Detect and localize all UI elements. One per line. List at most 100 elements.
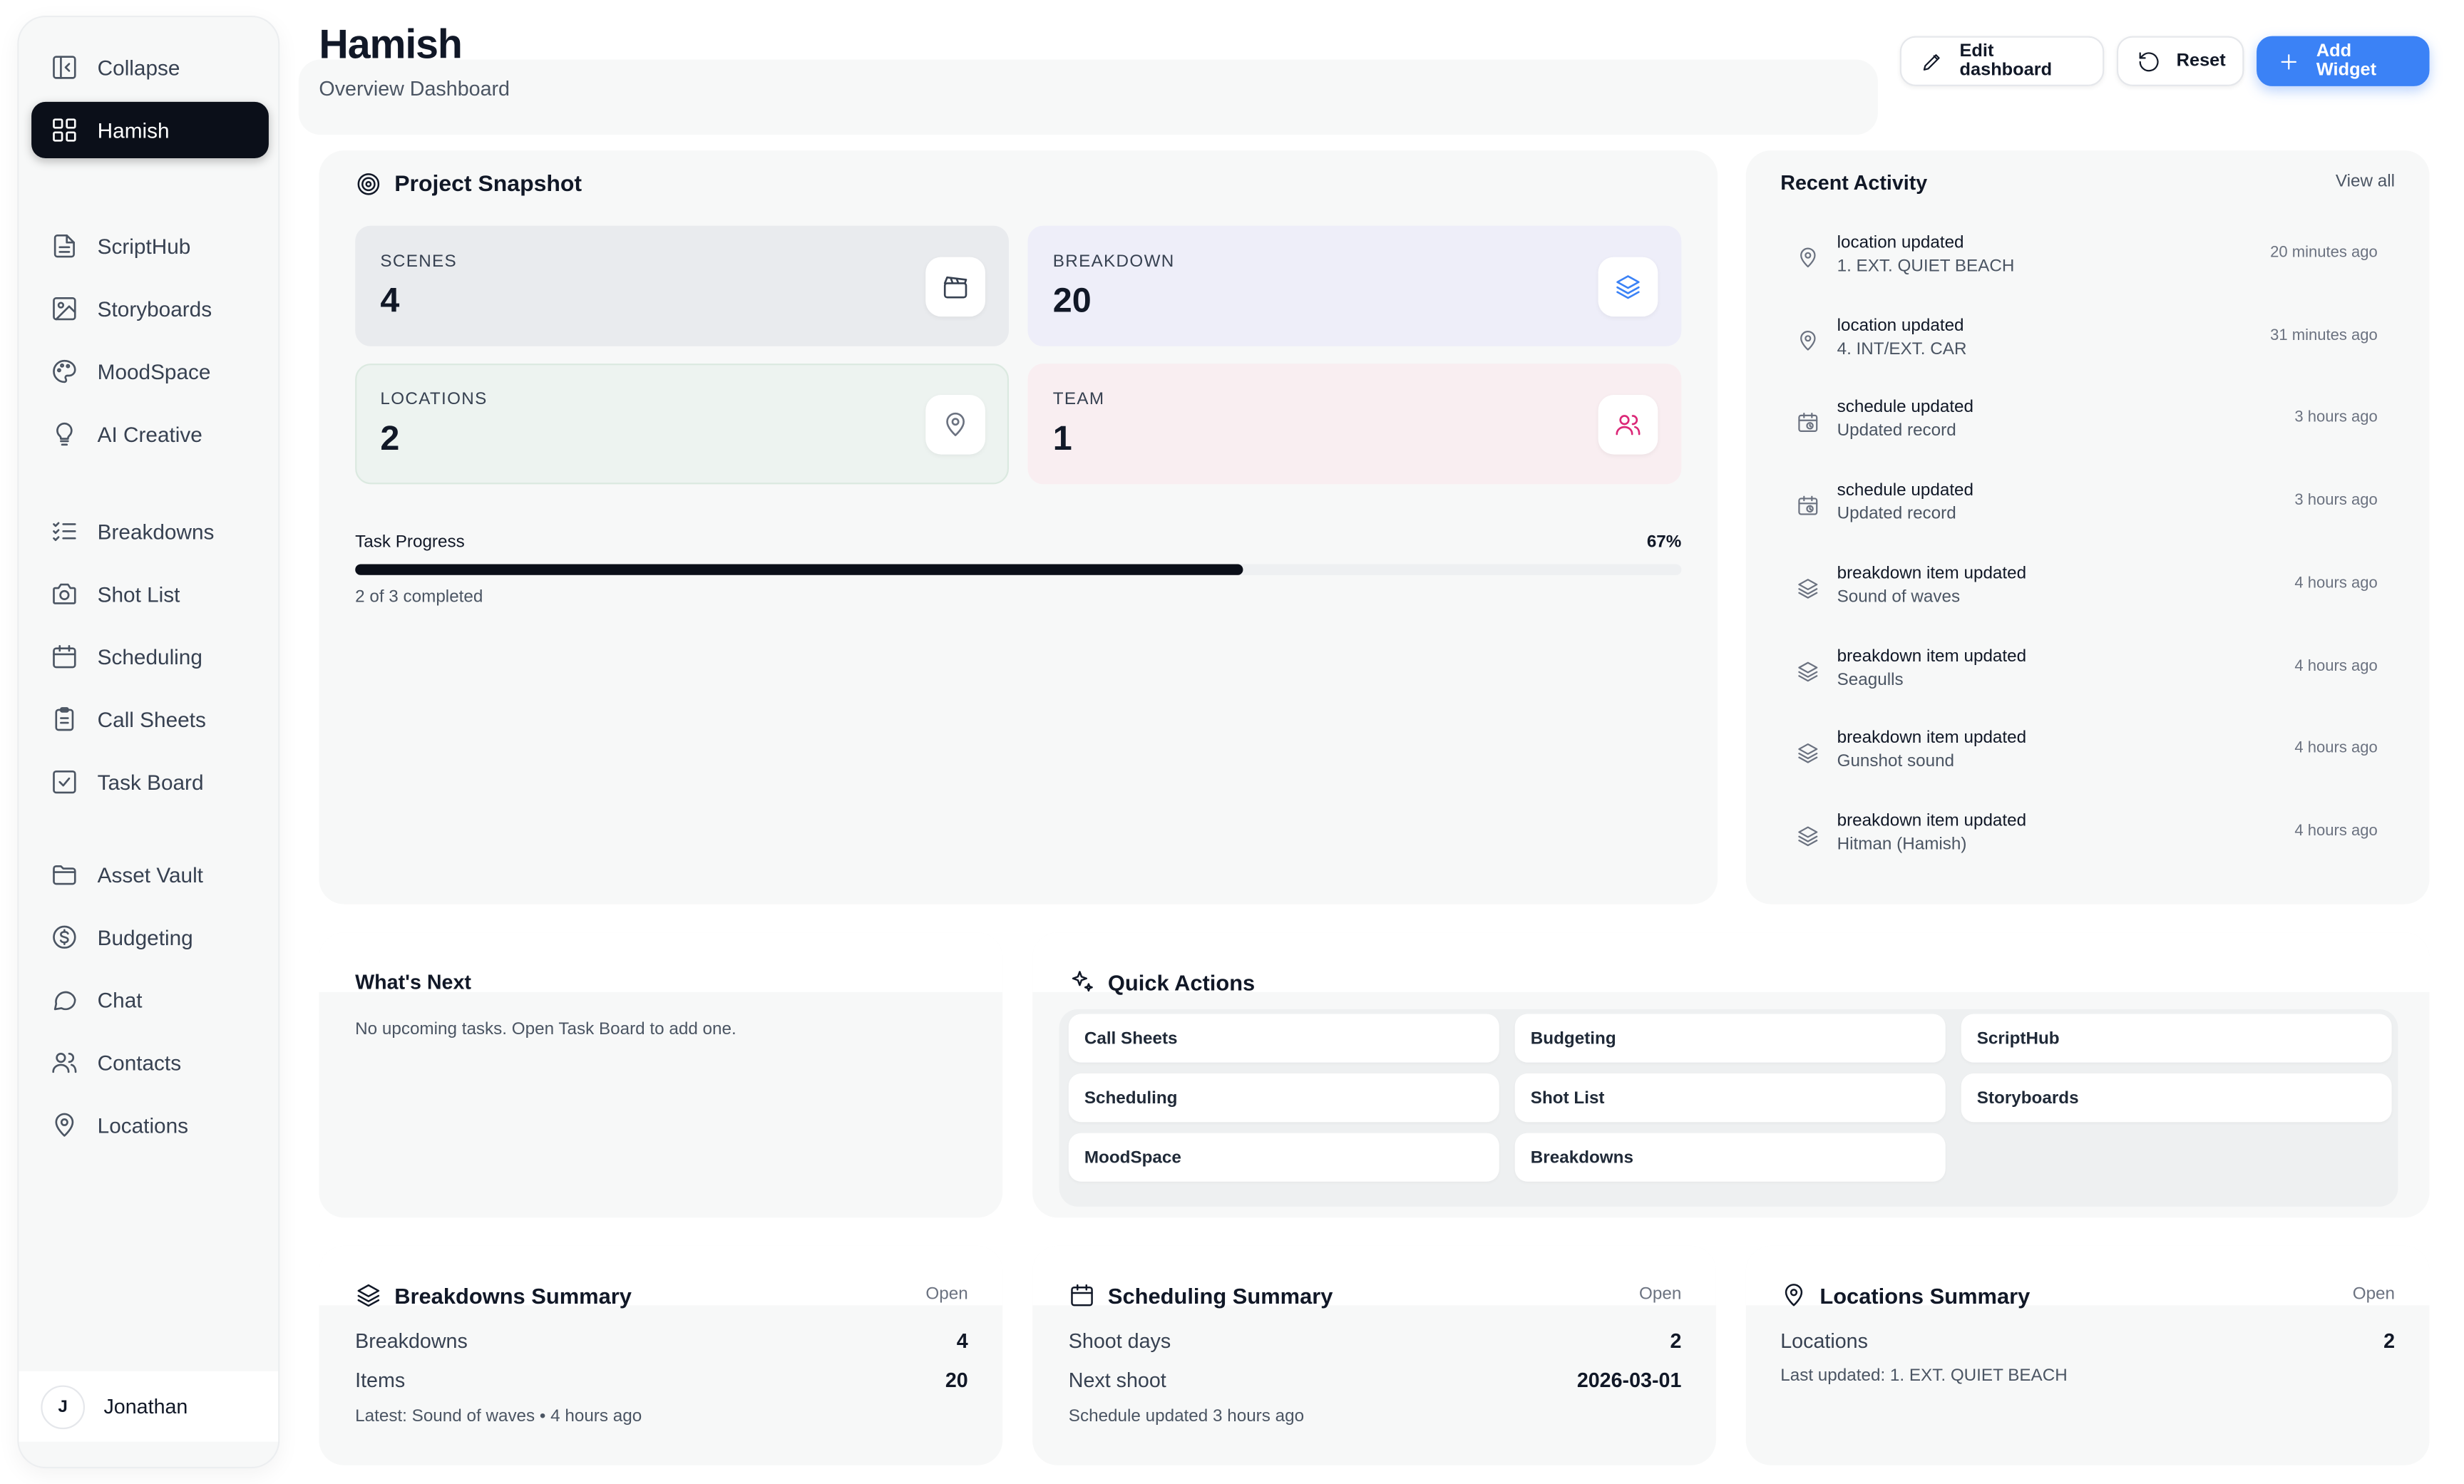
summary-footer: Last updated: 1. EXT. QUIET BEACH <box>1780 1366 2068 1386</box>
sidebar-item-scheduling[interactable]: Scheduling <box>31 629 269 685</box>
quick-action-breakdowns[interactable]: Breakdowns <box>1514 1133 1946 1182</box>
whats-next-title: What's Next <box>355 969 471 994</box>
user-menu[interactable]: J Jonathan <box>19 1371 279 1442</box>
sidebar-item-scripthub[interactable]: ScriptHub <box>31 218 269 274</box>
stat-card-team[interactable]: TEAM 1 <box>1027 364 1682 485</box>
task-progress-sub: 2 of 3 completed <box>355 587 483 607</box>
folder-icon <box>51 860 79 889</box>
quick-action-budgeting[interactable]: Budgeting <box>1514 1014 1946 1063</box>
rotate-ccw-icon <box>2137 49 2161 73</box>
activity-title: breakdown item updated <box>1837 811 2027 831</box>
file-text-icon <box>51 232 79 260</box>
activity-item[interactable]: location updated 4. INT/EXT. CAR 31 minute… <box>1796 316 2378 378</box>
activity-time: 31 minutes ago <box>2270 326 2378 345</box>
activity-time: 4 hours ago <box>2294 740 2378 758</box>
page-subtitle: Overview Dashboard <box>319 76 510 101</box>
activity-item[interactable]: breakdown item updated Seagulls 4 hours ag… <box>1796 646 2378 709</box>
edit-dashboard-button[interactable]: Edit dashboard <box>1899 36 2105 86</box>
summary-row-value: 20 <box>945 1368 968 1392</box>
task-progress-fill <box>355 564 1244 575</box>
sidebar-item-moodspace[interactable]: MoodSpace <box>31 343 269 399</box>
sidebar-item-chat[interactable]: Chat <box>31 972 269 1028</box>
sidebar-item-label: Chat <box>97 988 143 1012</box>
activity-time: 20 minutes ago <box>2270 244 2378 262</box>
sidebar-item-label: Shot List <box>97 582 180 606</box>
map-pin-icon <box>1780 1282 1807 1308</box>
sidebar-item-contacts[interactable]: Contacts <box>31 1034 269 1091</box>
summary-row-label: Shoot days <box>1068 1329 1171 1353</box>
activity-title: schedule updated <box>1837 398 1974 418</box>
sidebar-item-budgeting[interactable]: Budgeting <box>31 909 269 965</box>
activity-time: 4 hours ago <box>2294 574 2378 592</box>
collapse-button[interactable]: Collapse <box>31 39 269 96</box>
summary-row-value: 2 <box>1670 1329 1682 1353</box>
activity-detail: Sound of waves <box>1837 587 1961 607</box>
quick-action-scheduling[interactable]: Scheduling <box>1068 1073 1499 1123</box>
activity-item[interactable]: breakdown item updated Hitman (Hamish) 4 h… <box>1796 812 2378 875</box>
stat-label: BREAKDOWN <box>1052 252 1175 272</box>
quick-action-call-sheets[interactable]: Call Sheets <box>1068 1014 1499 1063</box>
activity-title: breakdown item updated <box>1837 728 2027 748</box>
scheduling-open-link[interactable]: Open <box>1639 1284 1682 1304</box>
locations-summary-title: Locations Summary <box>1780 1282 2030 1308</box>
grid-icon <box>51 116 79 145</box>
add-widget-button[interactable]: Add Widget <box>2257 36 2430 86</box>
sidebar-item-label: AI Creative <box>97 422 202 446</box>
activity-item[interactable]: schedule updated Updated record 3 hours ag… <box>1796 481 2378 544</box>
stat-label: TEAM <box>1052 390 1105 409</box>
sidebar-item-ai-creative[interactable]: AI Creative <box>31 406 269 462</box>
stat-value: 1 <box>1052 418 1072 458</box>
sidebar-item-storyboards[interactable]: Storyboards <box>31 281 269 337</box>
reset-button[interactable]: Reset <box>2116 36 2244 86</box>
stat-card-locations[interactable]: LOCATIONS 2 <box>355 364 1010 485</box>
task-progress-percent: 67% <box>1646 532 1682 552</box>
lightbulb-icon <box>51 420 79 448</box>
sidebar-item-call-sheets[interactable]: Call Sheets <box>31 691 269 748</box>
view-all-link[interactable]: View all <box>2335 172 2396 192</box>
quick-action-scripthub[interactable]: ScriptHub <box>1961 1014 2392 1063</box>
breakdowns-open-link[interactable]: Open <box>925 1284 968 1304</box>
activity-item[interactable]: location updated 1. EXT. QUIET BEACH 20 mi… <box>1796 234 2378 297</box>
stat-card-breakdown[interactable]: BREAKDOWN 20 <box>1027 225 1682 346</box>
layers-icon <box>355 1282 381 1308</box>
sidebar-item-asset-vault[interactable]: Asset Vault <box>31 846 269 902</box>
project-snapshot-title: Project Snapshot <box>355 171 582 197</box>
avatar: J <box>41 1384 86 1429</box>
activity-detail: Updated record <box>1837 505 1956 524</box>
summary-row-label: Breakdowns <box>355 1329 468 1353</box>
activity-item[interactable]: breakdown item updated Gunshot sound 4 hou… <box>1796 729 2378 792</box>
activity-detail: 4. INT/EXT. CAR <box>1837 339 1967 359</box>
sidebar-item-task-board[interactable]: Task Board <box>31 754 269 810</box>
sidebar-item-shot-list[interactable]: Shot List <box>31 566 269 622</box>
whats-next-empty: No upcoming tasks. Open Task Board to ad… <box>355 1020 736 1039</box>
summary-row-label: Items <box>355 1368 406 1392</box>
summary-row-label: Locations <box>1780 1329 1868 1353</box>
sidebar-item-locations[interactable]: Locations <box>31 1097 269 1153</box>
clipboard-icon <box>51 705 79 733</box>
sidebar-item-label: Locations <box>97 1113 189 1138</box>
sidebar-collapse-icon <box>51 53 79 82</box>
stat-card-scenes[interactable]: SCENES 4 <box>355 225 1010 346</box>
task-progress-label: Task Progress <box>355 532 465 552</box>
quick-action-storyboards[interactable]: Storyboards <box>1961 1073 2392 1123</box>
users-icon <box>1614 411 1643 439</box>
activity-item[interactable]: breakdown item updated Sound of waves 4 ho… <box>1796 564 2378 627</box>
activity-detail: 1. EXT. QUIET BEACH <box>1837 257 2015 276</box>
calendar-icon <box>1069 1282 1095 1308</box>
sparkles-icon <box>1069 969 1095 995</box>
activity-item[interactable]: schedule updated Updated record 3 hours ag… <box>1796 398 2378 461</box>
target-icon <box>355 171 381 197</box>
sidebar: Collapse Hamish ScriptHub Storyboards Mo… <box>17 15 280 1469</box>
sidebar-item-project[interactable]: Hamish <box>31 101 269 159</box>
summary-row-value: 4 <box>956 1329 968 1353</box>
recent-activity-card <box>1745 150 2430 905</box>
reset-label: Reset <box>2176 51 2226 71</box>
quick-action-shot-list[interactable]: Shot List <box>1514 1073 1946 1123</box>
locations-open-link[interactable]: Open <box>2352 1284 2396 1304</box>
activity-title: breakdown item updated <box>1837 646 2027 666</box>
sidebar-item-label: MoodSpace <box>97 359 211 383</box>
activity-title: location updated <box>1837 233 1964 252</box>
pencil-icon <box>1920 49 1944 73</box>
quick-action-moodspace[interactable]: MoodSpace <box>1068 1133 1499 1182</box>
sidebar-item-breakdowns[interactable]: Breakdowns <box>31 503 269 560</box>
